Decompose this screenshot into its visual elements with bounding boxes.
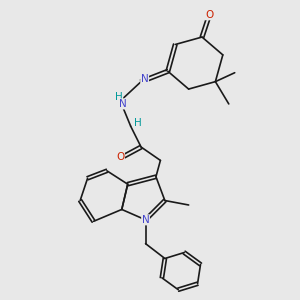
Text: H: H — [134, 118, 142, 128]
Text: H: H — [115, 92, 123, 101]
Text: O: O — [205, 10, 214, 20]
Text: O: O — [116, 152, 124, 162]
Text: N: N — [141, 74, 148, 84]
Text: N: N — [119, 99, 127, 109]
Text: N: N — [142, 215, 149, 225]
